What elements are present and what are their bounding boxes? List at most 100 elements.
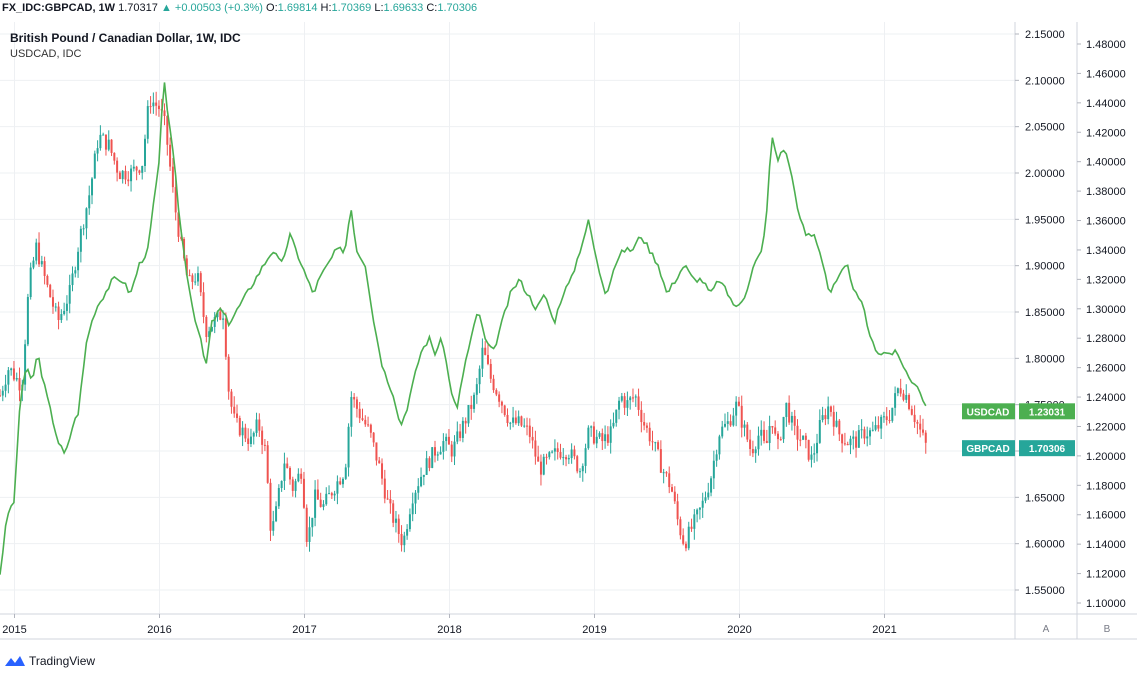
candle-body — [428, 458, 431, 468]
candle-body — [665, 472, 668, 474]
right-axis-ticks: 1.48000 1.46000 1.44000 1.42000 1.40000 1.380… — [1077, 39, 1126, 610]
candle-body — [453, 441, 456, 457]
candle-body — [492, 378, 495, 391]
candle-body — [899, 388, 902, 394]
candle-body — [322, 504, 325, 507]
candle-body — [135, 166, 138, 171]
candle-body — [275, 506, 278, 522]
candle-body — [202, 292, 205, 317]
candle-body — [422, 474, 425, 477]
candle-body — [247, 438, 250, 444]
right-axis-tick-label: 1.42000 — [1086, 127, 1126, 139]
open-value: 1.69814 — [277, 2, 318, 14]
candle-body — [659, 449, 662, 473]
candle-body — [921, 429, 924, 433]
candle-body — [439, 451, 442, 455]
candle-body — [905, 395, 908, 400]
price-change: +0.00503 (+0.3%) — [174, 2, 263, 14]
candle-body — [57, 306, 60, 321]
tradingview-brand[interactable]: TradingView — [4, 654, 95, 668]
candle-body — [592, 426, 595, 444]
candle-body — [704, 497, 707, 501]
right-axis-tick-label: 1.12000 — [1086, 569, 1126, 581]
candle-body — [676, 501, 679, 520]
candle-body — [350, 397, 353, 427]
candle-body — [696, 509, 699, 515]
candle-body — [609, 426, 612, 443]
left-axis-tick-label: 1.80000 — [1025, 353, 1065, 365]
candle-body — [584, 448, 587, 466]
candle-body — [475, 384, 478, 395]
open-label: O: — [266, 2, 278, 14]
candle-body — [266, 445, 269, 483]
candle-body — [919, 423, 922, 430]
candle-body — [640, 409, 643, 423]
candle-body — [394, 518, 397, 523]
gbpcad-candles — [0, 91, 927, 553]
candle-body — [913, 414, 916, 423]
overlay-series-legend[interactable]: USDCAD, IDC — [10, 48, 82, 60]
candle-body — [590, 426, 593, 428]
candle-body — [843, 443, 846, 445]
candle-body — [712, 460, 715, 479]
candle-body — [163, 110, 166, 116]
candle-body — [498, 394, 501, 402]
candle-body — [604, 434, 607, 442]
candle-body — [818, 420, 821, 443]
candle-body — [579, 471, 581, 473]
candle-body — [32, 260, 35, 268]
symbol-header: FX_IDC:GBPCAD, 1W 1.70317 ▲ +0.00503 (+0… — [2, 2, 477, 14]
candle-body — [707, 492, 710, 498]
candle-body — [157, 105, 160, 110]
candle-body — [735, 401, 738, 416]
candle-body — [417, 486, 420, 493]
candle-body — [545, 456, 548, 458]
symbol-name[interactable]: FX_IDC:GBPCAD, 1W — [2, 2, 116, 14]
candle-body — [46, 275, 49, 285]
candle-body — [807, 439, 810, 460]
candle-body — [882, 416, 885, 418]
candle-body — [793, 415, 796, 426]
candle-body — [386, 498, 389, 500]
candle-body — [319, 499, 322, 507]
time-axis-label: 2019 — [582, 624, 606, 636]
main-series-legend[interactable]: British Pound / Canadian Dollar, 1W, IDC — [10, 31, 241, 45]
right-axis-tick-label: 1.46000 — [1086, 68, 1126, 80]
candle-body — [54, 306, 57, 308]
candle-body — [729, 421, 732, 426]
candle-body — [542, 456, 545, 475]
candle-body — [68, 285, 71, 304]
candle-body — [682, 535, 685, 544]
candle-body — [91, 178, 94, 196]
candle-body — [40, 261, 43, 265]
candle-body — [562, 457, 565, 459]
candle-body — [60, 314, 63, 321]
candle-body — [149, 106, 152, 108]
candle-body — [832, 411, 835, 427]
candle-body — [618, 400, 621, 410]
candle-body — [671, 487, 674, 492]
candle-body — [138, 170, 141, 173]
axis-button-b[interactable]: B — [1104, 624, 1111, 635]
candle-body — [35, 242, 38, 261]
candle-body — [18, 377, 21, 391]
candle-body — [406, 529, 409, 536]
axis-button-a[interactable]: A — [1043, 624, 1050, 635]
candle-body — [252, 432, 255, 437]
right-axis-tick-label: 1.14000 — [1086, 539, 1126, 551]
candle-body — [397, 518, 400, 534]
time-axis-label: 2020 — [727, 624, 751, 636]
candle-body — [258, 419, 261, 431]
candle-body — [104, 134, 107, 150]
right-axis-tick-label: 1.20000 — [1086, 451, 1126, 463]
candle-body — [102, 134, 105, 136]
time-axis-label: 2015 — [2, 624, 26, 636]
candle-body — [277, 488, 280, 507]
candle-body — [645, 425, 648, 428]
candle-body — [737, 401, 740, 406]
candle-body — [746, 424, 749, 440]
candle-body — [280, 480, 283, 489]
candle-body — [813, 453, 816, 455]
